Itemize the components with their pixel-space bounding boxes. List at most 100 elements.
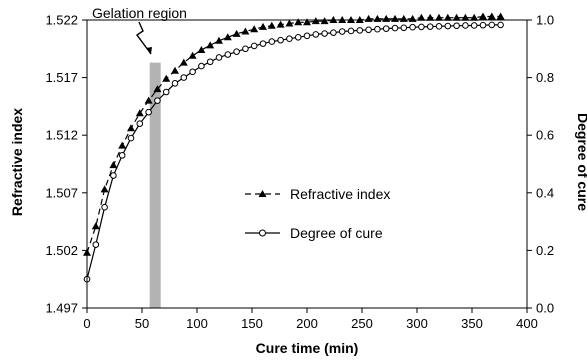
data-point-degree-of-cure (198, 62, 205, 70)
data-point-refractive-index (109, 161, 118, 169)
data-point-degree-of-cure (224, 51, 232, 58)
x-axis-title: Cure time (min) (256, 340, 359, 356)
data-point-refractive-index (320, 17, 329, 25)
left-y-axis-tick-label: 1.512 (45, 128, 78, 143)
data-point-refractive-index (443, 13, 452, 21)
data-point-degree-of-cure (206, 58, 214, 66)
data-point-refractive-index (276, 20, 285, 28)
data-point-refractive-index (135, 109, 144, 117)
legend-circle-marker (259, 229, 266, 237)
data-point-refractive-index (294, 18, 303, 26)
data-point-refractive-index (461, 13, 470, 21)
data-point-degree-of-cure (215, 54, 223, 61)
data-point-refractive-index (241, 27, 250, 35)
data-point-refractive-index (206, 41, 215, 49)
data-point-degree-of-cure (365, 26, 372, 34)
data-point-degree-of-cure (136, 120, 144, 127)
data-point-degree-of-cure (435, 23, 443, 30)
data-point-degree-of-cure (242, 45, 249, 53)
data-point-refractive-index (303, 18, 311, 26)
gelation-annotation-arrow (136, 21, 152, 55)
data-point-degree-of-cure (479, 21, 487, 29)
data-point-refractive-index (215, 36, 223, 44)
data-point-degree-of-cure (101, 203, 108, 211)
data-point-degree-of-cure (488, 21, 496, 29)
right-y-axis-title: Degree of cure (575, 113, 587, 211)
gelation-region-label: Gelation region (92, 5, 187, 21)
left-y-axis-tick-label: 1.502 (45, 243, 78, 258)
x-axis-tick-label: 200 (296, 316, 318, 331)
legend: Refractive index Degree of cure (245, 186, 390, 241)
data-point-degree-of-cure (453, 22, 460, 30)
data-point-degree-of-cure (110, 172, 117, 179)
data-point-degree-of-cure (330, 29, 337, 36)
left-y-axis-tick-label: 1.497 (45, 301, 78, 316)
data-point-degree-of-cure (400, 24, 408, 32)
data-point-degree-of-cure (470, 22, 478, 29)
data-point-degree-of-cure (356, 27, 364, 34)
data-point-refractive-index (179, 58, 188, 66)
left-y-axis-title: Refractive index (9, 108, 25, 216)
data-point-refractive-index (162, 74, 171, 82)
data-point-degree-of-cure (268, 38, 276, 45)
data-point-degree-of-cure (162, 88, 170, 96)
data-point-refractive-index (452, 13, 461, 21)
data-point-refractive-index (479, 12, 487, 20)
data-point-degree-of-cure (145, 108, 152, 116)
data-point-degree-of-cure (321, 30, 328, 37)
data-point-degree-of-cure (127, 134, 135, 142)
x-axis-tick-label: 300 (406, 316, 428, 331)
x-axis-tick-label: 350 (461, 316, 483, 331)
data-point-degree-of-cure (180, 74, 188, 81)
gelation-annotation-arrowhead (146, 47, 152, 54)
data-point-refractive-index (91, 222, 100, 230)
data-point-refractive-index (100, 185, 109, 193)
x-axis-tick-label: 400 (516, 316, 538, 331)
left-y-axis-tick-label: 1.507 (45, 185, 78, 200)
right-y-axis-tick-label: 0.2 (536, 243, 554, 258)
data-point-degree-of-cure (312, 31, 320, 38)
x-axis-tick-label: 50 (135, 316, 149, 331)
data-point-degree-of-cure (303, 32, 311, 40)
data-point-refractive-index (250, 25, 259, 33)
data-point-degree-of-cure (347, 27, 355, 35)
right-y-axis-tick-label: 1.0 (536, 13, 554, 28)
data-point-refractive-index (127, 124, 135, 132)
data-point-refractive-index (232, 29, 241, 37)
data-point-refractive-index (311, 17, 320, 25)
data-point-degree-of-cure (409, 23, 416, 31)
gelation-region-layer (149, 62, 161, 309)
right-y-axis-tick-label: 0.4 (536, 185, 554, 200)
data-point-degree-of-cure (118, 152, 126, 159)
data-point-refractive-index (267, 21, 276, 29)
data-point-refractive-index (197, 45, 206, 53)
data-point-degree-of-cure (391, 24, 399, 32)
data-point-degree-of-cure (444, 22, 452, 30)
right-y-axis-tick-label: 0.6 (536, 128, 554, 143)
data-point-degree-of-cure (338, 28, 346, 35)
data-point-refractive-index (435, 13, 443, 21)
x-axis-tick-label: 100 (186, 316, 208, 331)
data-point-degree-of-cure (382, 25, 390, 32)
data-point-refractive-index (259, 22, 267, 30)
data-point-degree-of-cure (374, 25, 381, 33)
data-point-refractive-index (426, 13, 435, 21)
data-point-degree-of-cure (497, 21, 504, 29)
data-point-refractive-index (417, 13, 426, 21)
x-axis-tick-label: 150 (241, 316, 263, 331)
data-point-refractive-index (188, 51, 197, 59)
data-point-degree-of-cure (233, 48, 240, 55)
right-y-axis-tick-label: 0.0 (536, 301, 554, 316)
data-point-degree-of-cure (154, 97, 161, 104)
data-point-refractive-index (153, 85, 162, 93)
series-layer (83, 12, 505, 283)
data-point-degree-of-cure (92, 241, 100, 248)
data-point-degree-of-cure (294, 33, 302, 41)
left-y-axis-tick-label: 1.522 (45, 13, 78, 28)
data-point-refractive-index (144, 96, 153, 104)
x-axis-tick-label: 0 (83, 316, 90, 331)
data-point-degree-of-cure (426, 23, 434, 30)
data-point-refractive-index (223, 33, 232, 41)
